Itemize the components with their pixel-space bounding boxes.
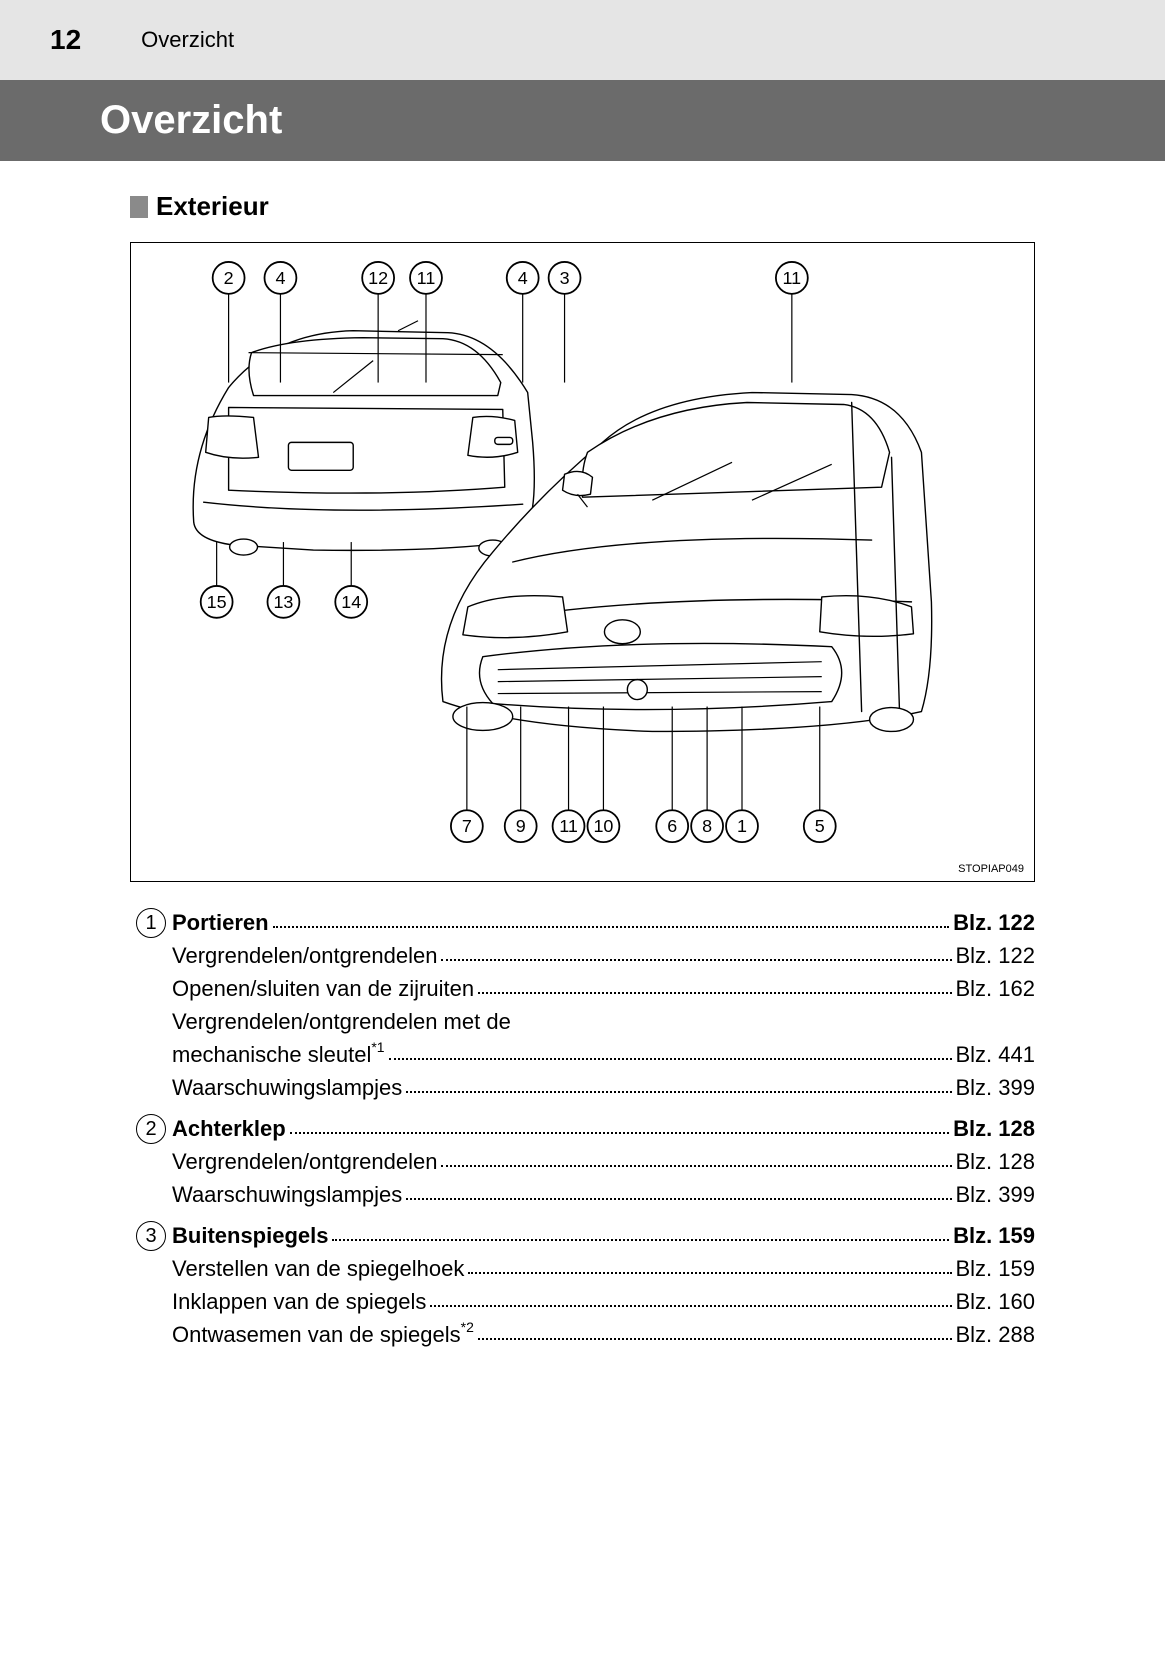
index-label: Waarschuwingslampjes (172, 1071, 402, 1104)
leader-dots (406, 1198, 951, 1200)
index-page-ref: Blz. 399 (956, 1178, 1036, 1211)
section-marker-icon (130, 196, 148, 218)
svg-text:9: 9 (516, 816, 526, 836)
callout-number-icon: 3 (136, 1221, 166, 1251)
svg-text:14: 14 (341, 592, 361, 612)
index-page-ref: Blz. 128 (956, 1145, 1036, 1178)
index-label: Openen/sluiten van de zijruiten (172, 972, 474, 1005)
svg-text:11: 11 (559, 816, 578, 836)
index-page-ref: Blz. 122 (956, 939, 1036, 972)
index-label: Portieren (172, 906, 269, 939)
index-list: 1PortierenBlz. 122Vergrendelen/ontgrende… (130, 906, 1035, 1351)
index-row: Portieren Blz. 122 (172, 906, 1035, 939)
leader-dots (478, 992, 951, 994)
page-header: 12 Overzicht (0, 0, 1165, 80)
index-label: Achterklep (172, 1112, 286, 1145)
car-rear (193, 321, 534, 556)
leader-dots (389, 1058, 952, 1060)
index-row: Ontwasemen van de spiegels*2 Blz. 288 (172, 1318, 1035, 1351)
index-label: Inklappen van de spiegels (172, 1285, 426, 1318)
svg-text:15: 15 (207, 592, 227, 612)
index-page-ref: Blz. 288 (956, 1318, 1036, 1351)
index-row: Achterklep Blz. 128 (172, 1112, 1035, 1145)
svg-text:4: 4 (518, 268, 528, 288)
index-label: Buitenspiegels (172, 1219, 328, 1252)
superscript: *2 (461, 1319, 474, 1335)
svg-text:11: 11 (417, 268, 436, 288)
subsection-header: Exterieur (130, 191, 1165, 222)
superscript: *1 (371, 1039, 384, 1055)
callout-number-icon: 2 (136, 1114, 166, 1144)
index-label: mechanische sleutel*1 (172, 1038, 385, 1071)
svg-text:5: 5 (815, 816, 825, 836)
diagram-svg: 2412114311 151314 7911106815 (131, 243, 1034, 881)
index-row: mechanische sleutel*1 Blz. 441 (172, 1038, 1035, 1071)
index-page-ref: Blz. 399 (956, 1071, 1036, 1104)
index-body: BuitenspiegelsBlz. 159Verstellen van de … (172, 1219, 1035, 1351)
index-label: Vergrendelen/ontgrendelen (172, 939, 437, 972)
leader-dots (332, 1239, 949, 1241)
leader-dots (441, 1165, 951, 1167)
svg-text:4: 4 (275, 268, 285, 288)
leader-dots (468, 1272, 951, 1274)
index-row: Waarschuwingslampjes Blz. 399 (172, 1071, 1035, 1104)
leader-dots (290, 1132, 949, 1134)
leader-dots (478, 1338, 952, 1340)
leader-dots (406, 1091, 951, 1093)
index-page-ref: Blz. 122 (953, 906, 1035, 939)
index-label: Verstellen van de spiegelhoek (172, 1252, 464, 1285)
svg-text:11: 11 (783, 268, 802, 288)
leader-dots (441, 959, 951, 961)
svg-text:12: 12 (368, 268, 388, 288)
svg-text:6: 6 (667, 816, 677, 836)
index-group: 3BuitenspiegelsBlz. 159Verstellen van de… (130, 1219, 1035, 1351)
header-section-name: Overzicht (141, 27, 234, 53)
exterior-diagram: 2412114311 151314 7911106815 STOPIAP049 (130, 242, 1035, 882)
svg-text:8: 8 (702, 816, 712, 836)
callouts-top: 2 4 12 11 4 3 11 (213, 262, 808, 294)
svg-text:10: 10 (593, 816, 613, 836)
index-row: Vergrendelen/ontgrendelen Blz. 122 (172, 939, 1035, 972)
index-page-ref: Blz. 441 (956, 1038, 1036, 1071)
index-row-prefix: Vergrendelen/ontgrendelen met de (172, 1005, 1035, 1038)
index-row: Buitenspiegels Blz. 159 (172, 1219, 1035, 1252)
svg-text:13: 13 (273, 592, 293, 612)
callouts-bottom: 7 9 11 10 6 8 1 5 (451, 810, 836, 842)
index-number: 3 (130, 1219, 172, 1351)
index-group: 1PortierenBlz. 122Vergrendelen/ontgrende… (130, 906, 1035, 1104)
page-number: 12 (50, 24, 81, 56)
callouts-mid: 15 13 14 (201, 586, 367, 618)
index-number: 2 (130, 1112, 172, 1211)
index-page-ref: Blz. 159 (956, 1252, 1036, 1285)
index-page-ref: Blz. 160 (956, 1285, 1036, 1318)
svg-text:7: 7 (462, 816, 472, 836)
svg-text:2: 2 (224, 268, 234, 288)
index-page-ref: Blz. 128 (953, 1112, 1035, 1145)
index-row: Verstellen van de spiegelhoek Blz. 159 (172, 1252, 1035, 1285)
index-row: Vergrendelen/ontgrendelen Blz. 128 (172, 1145, 1035, 1178)
index-page-ref: Blz. 162 (956, 972, 1036, 1005)
index-label: Ontwasemen van de spiegels*2 (172, 1318, 474, 1351)
leader-dots (430, 1305, 951, 1307)
leader-dots (273, 926, 949, 928)
index-body: AchterklepBlz. 128Vergrendelen/ontgrende… (172, 1112, 1035, 1211)
index-group: 2AchterklepBlz. 128Vergrendelen/ontgrend… (130, 1112, 1035, 1211)
index-label: Waarschuwingslampjes (172, 1178, 402, 1211)
index-label: Vergrendelen/ontgrendelen (172, 1145, 437, 1178)
title-bar: Overzicht (0, 80, 1165, 161)
svg-text:3: 3 (560, 268, 570, 288)
diagram-id-label: STOPIAP049 (958, 863, 1024, 875)
subsection-label: Exterieur (156, 191, 269, 222)
index-body: PortierenBlz. 122Vergrendelen/ontgrendel… (172, 906, 1035, 1104)
index-row: Waarschuwingslampjes Blz. 399 (172, 1178, 1035, 1211)
index-row: Openen/sluiten van de zijruiten Blz. 162 (172, 972, 1035, 1005)
index-number: 1 (130, 906, 172, 1104)
callout-number-icon: 1 (136, 908, 166, 938)
svg-text:1: 1 (737, 816, 747, 836)
index-row: Inklappen van de spiegels Blz. 160 (172, 1285, 1035, 1318)
index-page-ref: Blz. 159 (953, 1219, 1035, 1252)
